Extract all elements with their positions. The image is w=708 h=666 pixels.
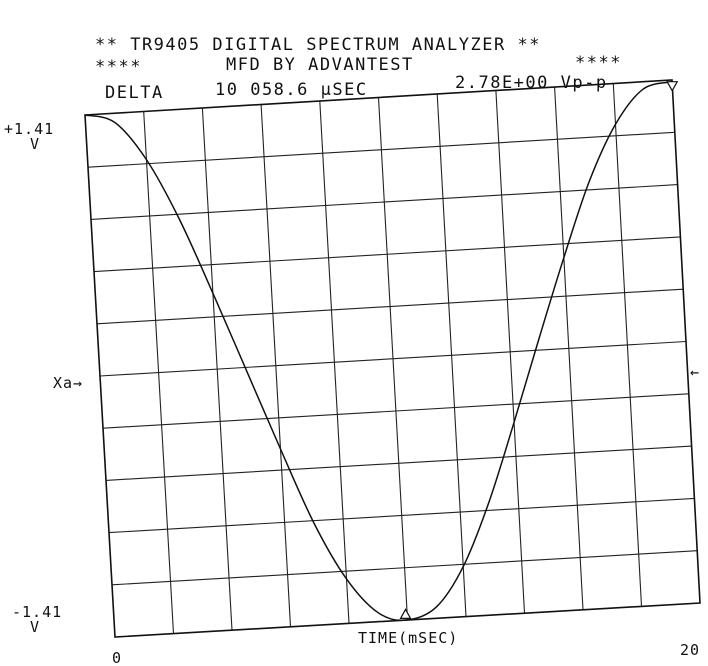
header-stars-left: **** (95, 57, 142, 77)
grid-line-horizontal (105, 445, 692, 481)
x-axis-label: TIME(mSEC) (358, 629, 458, 647)
plot-border (84, 79, 701, 638)
marker-layer (399, 81, 679, 619)
grid-line-horizontal (102, 393, 689, 429)
y-min-unit: V (30, 618, 40, 636)
x-max-label: 20 (680, 641, 700, 659)
y-max-label: +1.41 (4, 120, 54, 138)
grid-line-horizontal (93, 236, 681, 273)
y-max-unit: V (30, 135, 40, 153)
grid-line-horizontal (108, 497, 695, 534)
delta-value: 10 058.6 µSEC (215, 80, 368, 100)
series-layer (84, 81, 673, 622)
reference-marker-right-arrow: ← (690, 363, 700, 381)
header-manufacturer: MFD BY ADVANTEST (226, 55, 414, 75)
grid-line-horizontal (87, 131, 675, 168)
plot-frame (84, 79, 701, 638)
reference-marker-label: Xa→ (53, 374, 83, 392)
header-stars-right: **** (575, 53, 622, 73)
grid-line-horizontal (96, 288, 684, 325)
vpp-readout: 2.78E+00 Vp-p (455, 73, 608, 93)
x-min-label: 0 (112, 649, 122, 666)
delta-marker-triangle-down (666, 81, 679, 92)
grid (87, 83, 698, 634)
grid-line-horizontal (111, 550, 698, 586)
delta-label: DELTA (105, 83, 164, 103)
waveform-line (84, 81, 673, 622)
y-min-label: -1.41 (12, 603, 62, 621)
grid-line-horizontal (90, 184, 678, 220)
delta-marker-triangle-up (399, 608, 412, 619)
header-title: ** TR9405 DIGITAL SPECTRUM ANALYZER ** (95, 35, 541, 55)
grid-line-horizontal (99, 340, 687, 377)
